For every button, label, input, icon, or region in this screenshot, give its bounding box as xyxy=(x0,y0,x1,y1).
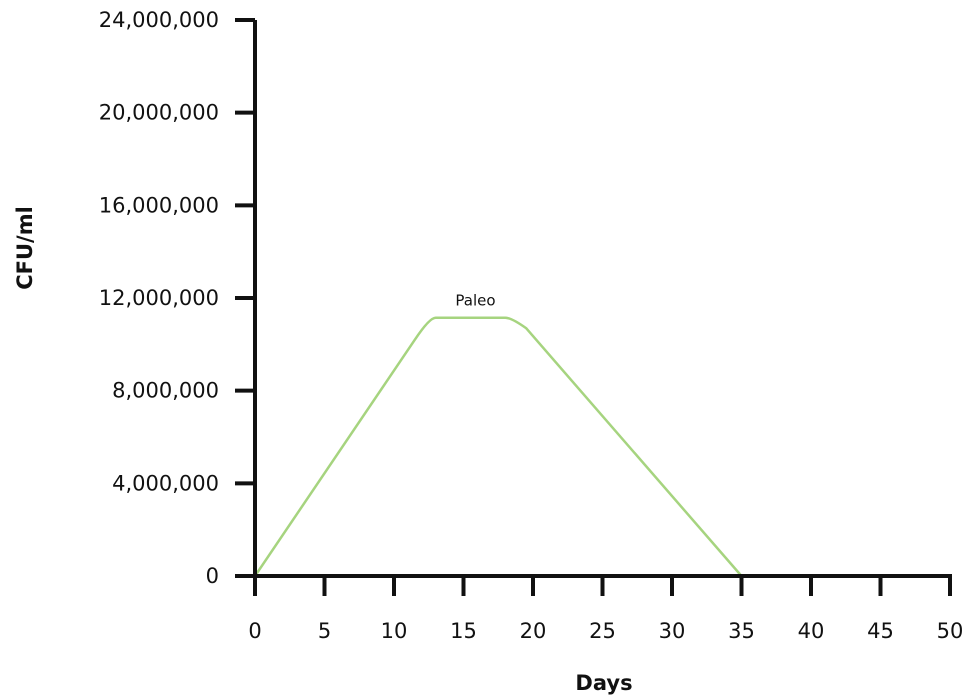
y-tick-label: 16,000,000 xyxy=(99,193,219,217)
x-tick-label: 20 xyxy=(520,619,547,643)
y-tick-label: 8,000,000 xyxy=(112,379,219,403)
y-axis-title: CFU/ml xyxy=(13,206,37,290)
x-tick-label: 10 xyxy=(381,619,408,643)
series-line-paleo xyxy=(253,316,743,578)
x-tick-label: 0 xyxy=(248,619,261,643)
y-tick-label: 0 xyxy=(206,564,219,588)
x-tick-label: 40 xyxy=(798,619,825,643)
x-axis-title: Days xyxy=(575,671,632,695)
x-tick-label: 45 xyxy=(867,619,894,643)
x-tick-label: 35 xyxy=(728,619,755,643)
x-tick-label: 5 xyxy=(318,619,331,643)
series-label: Paleo xyxy=(455,292,495,310)
y-tick-label: 20,000,000 xyxy=(99,101,219,125)
y-axis-ticks: 0 4,000,000 8,000,000 12,000,000 16,000,000 2… xyxy=(99,8,255,588)
x-tick-label: 15 xyxy=(450,619,477,643)
x-tick-label: 30 xyxy=(659,619,686,643)
y-tick-label: 24,000,000 xyxy=(99,8,219,32)
y-tick-label: 12,000,000 xyxy=(99,286,219,310)
y-tick-label: 4,000,000 xyxy=(112,471,219,495)
series-layer: Paleo xyxy=(253,292,743,578)
x-tick-label: 50 xyxy=(937,619,964,643)
x-axis-ticks: 0 5 10 15 20 25 30 35 40 45 50 xyxy=(248,576,963,643)
x-tick-label: 25 xyxy=(589,619,616,643)
